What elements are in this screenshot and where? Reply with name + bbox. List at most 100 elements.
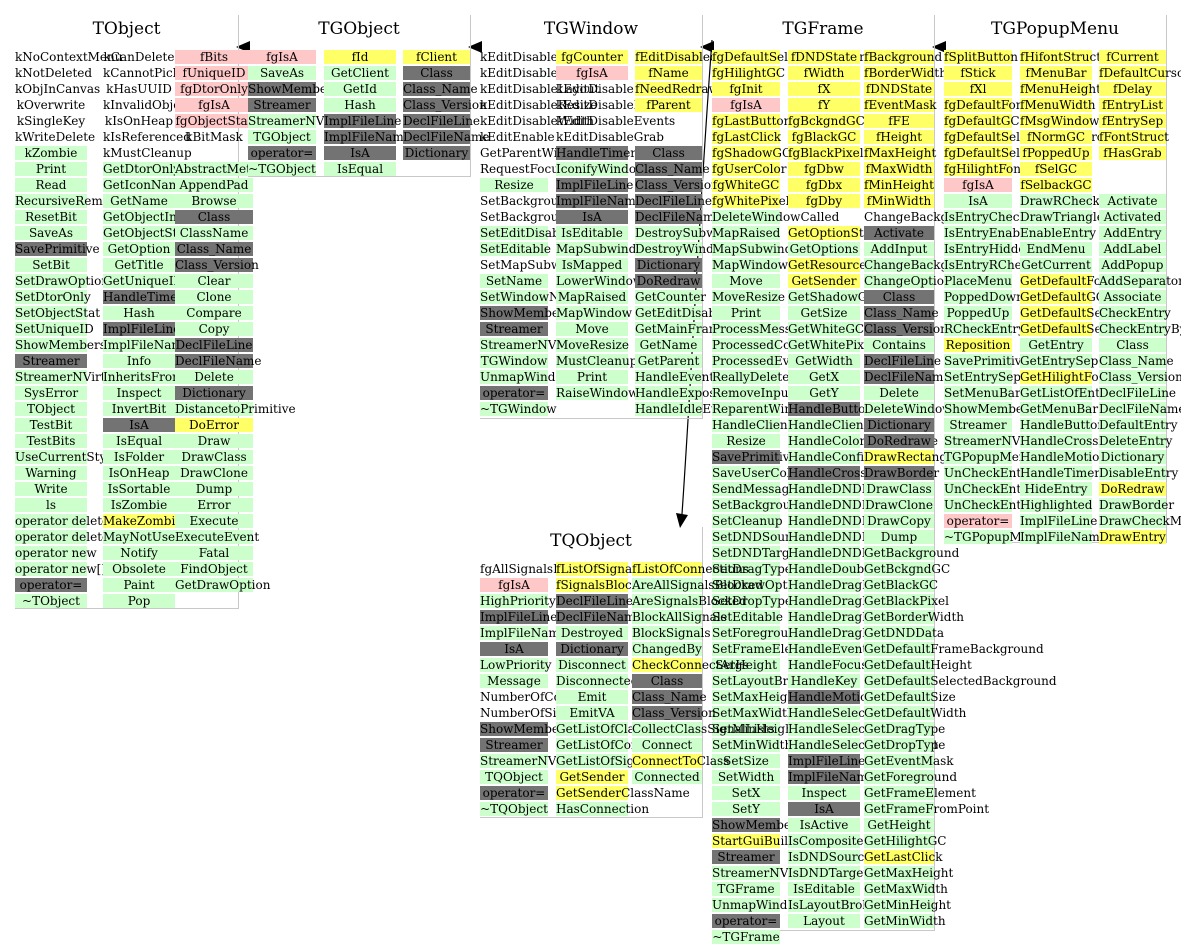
member-entry[interactable]: StreamerNVirtual <box>248 114 358 128</box>
member-entry[interactable]: DestroyWindow <box>635 242 732 256</box>
member-entry[interactable]: GetName <box>103 194 175 208</box>
member-entry[interactable]: HighPriority <box>480 594 556 608</box>
member-entry[interactable]: Contains <box>864 338 934 352</box>
member-entry[interactable]: SetSize <box>712 754 780 768</box>
member-entry[interactable]: ImplFileLine <box>556 178 634 192</box>
member-entry[interactable]: fXl <box>944 82 1012 96</box>
member-entry[interactable]: fPoppedUp <box>1020 146 1092 160</box>
member-entry[interactable]: Associate <box>1099 290 1166 304</box>
member-entry[interactable]: GetTitle <box>103 258 175 272</box>
member-entry[interactable]: Reposition <box>944 338 1012 352</box>
member-entry[interactable]: SetX <box>712 786 780 800</box>
member-entry[interactable]: fFontStruct <box>1099 130 1169 144</box>
member-entry[interactable]: fSelGC <box>1020 162 1092 176</box>
member-entry[interactable]: fgIsA <box>712 98 780 112</box>
member-entry[interactable]: GetSize <box>788 306 860 320</box>
member-entry[interactable]: RemoveInput <box>712 386 794 400</box>
member-entry[interactable]: DeclFileName <box>864 370 951 384</box>
member-entry[interactable]: GetWhitePixel <box>788 338 875 352</box>
member-entry[interactable]: Paint <box>103 578 175 592</box>
member-entry[interactable]: Class <box>403 66 470 80</box>
member-entry[interactable]: GetMainFrame <box>635 322 728 336</box>
member-entry[interactable]: HandleDNDLeave <box>788 530 898 544</box>
member-entry[interactable]: ImplFileName <box>1020 530 1107 544</box>
member-entry[interactable]: GetObjectStat <box>103 226 190 240</box>
member-entry[interactable]: AddEntry <box>1099 226 1166 240</box>
member-entry[interactable]: MapWindow <box>712 258 788 272</box>
member-entry[interactable]: IsEditable <box>788 882 860 896</box>
member-entry[interactable]: Copy <box>175 322 253 336</box>
member-entry[interactable]: TQObject <box>480 770 548 784</box>
member-entry[interactable]: GetWhiteGC <box>788 322 865 336</box>
member-entry[interactable]: fgIsA <box>175 98 253 112</box>
member-entry[interactable]: DrawCopy <box>864 514 934 528</box>
member-entry[interactable]: HandleButton <box>788 402 874 416</box>
member-entry[interactable]: DeleteWindow <box>864 402 953 416</box>
member-entry[interactable]: fStick <box>944 66 1012 80</box>
member-entry[interactable]: GetBlackGC <box>864 578 939 592</box>
member-entry[interactable]: SetFrameElement <box>712 642 823 656</box>
member-entry[interactable]: GetId <box>324 82 396 96</box>
member-entry[interactable]: SetEntrySep <box>944 370 1021 384</box>
member-entry[interactable]: ConnectToClass <box>632 754 730 768</box>
member-entry[interactable]: LowPriority <box>480 658 552 672</box>
member-entry[interactable]: MapSubwindows <box>556 242 660 256</box>
member-entry[interactable]: fMenuWidth <box>1020 98 1096 112</box>
member-entry[interactable]: fgDefaultSelectedBackground <box>944 130 1127 144</box>
member-entry[interactable]: TObject <box>15 402 87 416</box>
member-entry[interactable]: fgDefaultGC <box>944 114 1020 128</box>
member-entry[interactable]: HandleConfigureNotify <box>788 450 930 464</box>
member-entry[interactable]: MoveResize <box>712 290 785 304</box>
member-entry[interactable]: GetBckgndGC <box>864 562 951 576</box>
member-entry[interactable]: Move <box>556 322 628 336</box>
member-entry[interactable]: InvertBit <box>103 402 175 416</box>
member-entry[interactable]: operator delete <box>15 514 110 528</box>
member-entry[interactable]: UnmapWindow <box>480 370 573 384</box>
member-entry[interactable]: kNoContextMenu <box>15 50 123 64</box>
member-entry[interactable]: DrawBorder <box>864 466 940 480</box>
member-entry[interactable]: fCurrent <box>1099 50 1166 64</box>
member-entry[interactable]: Streamer <box>248 98 316 112</box>
member-entry[interactable]: fgDby <box>788 194 860 208</box>
member-entry[interactable]: Class_Name <box>635 162 710 176</box>
member-entry[interactable]: Delete <box>175 370 253 384</box>
member-entry[interactable]: fListOfConnections <box>632 562 749 576</box>
member-entry[interactable]: fSplitButton <box>944 50 1018 64</box>
member-entry[interactable]: TGFrame <box>712 882 780 896</box>
member-entry[interactable]: fNormGC <box>1020 130 1092 144</box>
member-entry[interactable]: HandleTimer <box>1020 466 1101 480</box>
member-entry[interactable]: RaiseWindow <box>556 386 639 400</box>
member-entry[interactable]: NumberOfSignals <box>480 706 590 720</box>
member-entry[interactable]: Print <box>556 370 628 384</box>
member-entry[interactable]: MapRaised <box>712 226 781 240</box>
member-entry[interactable]: GetDtorOnly <box>103 162 181 176</box>
member-entry[interactable]: Compare <box>175 306 253 320</box>
member-entry[interactable]: DrawRectangle <box>864 450 958 464</box>
member-entry[interactable]: IsDNDTarget <box>788 866 869 880</box>
member-entry[interactable]: IsDNDSource <box>788 850 872 864</box>
member-entry[interactable]: kNotDeleted <box>15 66 93 80</box>
member-entry[interactable]: SetName <box>480 274 548 288</box>
member-entry[interactable]: fgDtorOnly <box>175 82 253 96</box>
member-entry[interactable]: kInvalidObject <box>103 98 192 112</box>
member-entry[interactable]: StreamerNVirtual <box>480 754 590 768</box>
member-entry[interactable]: FindObject <box>175 562 253 576</box>
member-entry[interactable]: DisableEntry <box>1099 466 1179 480</box>
member-entry[interactable]: Layout <box>788 914 860 928</box>
member-entry[interactable]: IsZombie <box>103 498 175 512</box>
member-entry[interactable]: fgDefaultSelectedGC <box>944 146 1073 160</box>
member-entry[interactable]: ImplFileLine <box>324 114 402 128</box>
member-entry[interactable]: DeclFileName <box>175 354 262 368</box>
member-entry[interactable]: ls <box>15 498 87 512</box>
member-entry[interactable]: DeclFileName <box>403 130 490 144</box>
member-entry[interactable]: GetDefaultSelectedGC <box>1020 322 1158 336</box>
member-entry[interactable]: GetFrameElement <box>864 786 976 800</box>
member-entry[interactable]: HandleDNDEnter <box>788 498 896 512</box>
member-entry[interactable]: SetMinHeight <box>712 722 798 736</box>
member-entry[interactable]: kEditDisableEvents <box>556 114 676 128</box>
member-entry[interactable]: fgIsA <box>556 66 628 80</box>
member-entry[interactable]: IsEditable <box>556 226 628 240</box>
member-entry[interactable]: GetEditDisabled <box>635 306 735 320</box>
member-entry[interactable]: GetDNDData <box>864 626 945 640</box>
member-entry[interactable]: HideEntry <box>1020 482 1092 496</box>
